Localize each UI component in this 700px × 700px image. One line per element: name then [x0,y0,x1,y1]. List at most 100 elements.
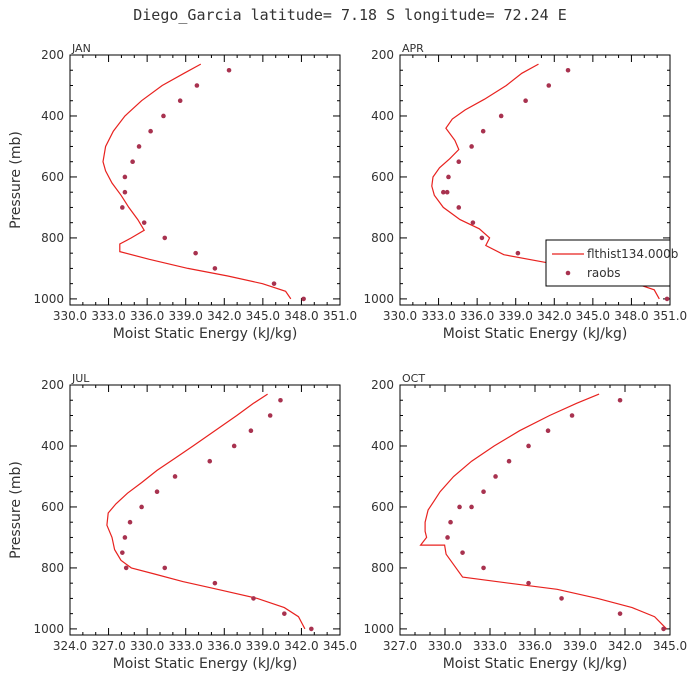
raobs-point [456,205,462,210]
panel-label: OCT [402,372,425,385]
raobs-point [122,189,128,195]
x-tick-label: 333.0 [421,309,455,323]
panel-label: APR [402,42,424,55]
raobs-point [141,220,147,225]
panel-oct: OCT 200 400 600 800 1000 327.0 330.0 333.0 336.0 3… [363,372,687,672]
raobs-point [661,626,666,632]
x-tick-label: 336.0 [518,639,552,653]
x-tick-label: 333.0 [91,309,125,323]
raobs-point [479,235,485,241]
panels: JAN 200 400 600 800 1000 330.0 333.0 336.0 339.0 3… [8,42,687,672]
x-tick-label: 327.0 [91,639,125,653]
x-tick-label: 336.0 [460,309,494,323]
raobs-point [267,413,273,418]
raobs-point [120,550,125,555]
figure-title: Diego_Garcia latitude= 7.18 S longitude=… [133,6,566,24]
raobs-point [480,128,486,134]
raobs-point [123,565,129,571]
raobs-point [130,159,135,165]
y-tick-label: 600 [371,500,394,514]
y-tick-label: 800 [41,561,64,575]
raobs-point [569,413,575,418]
raobs-point [445,535,450,540]
x-tick-label: 351.0 [653,309,687,323]
model-profile-line [106,393,306,630]
y-tick-label: 600 [41,500,64,514]
x-tick-label: 336.0 [130,309,164,323]
raobs-point [617,611,623,616]
raobs-point [136,144,142,149]
raobs-point [469,144,474,149]
panel-label: JAN [71,42,91,55]
raobs-point [127,519,133,525]
raobs-point [446,174,451,180]
raobs-point [172,474,178,479]
legend-obs-label: raobs [587,266,621,280]
y-tick-label: 600 [41,170,64,184]
raobs-point [207,458,213,464]
raobs-point [251,596,256,601]
raobs-point [271,281,277,286]
y-tick-label: 1000 [33,622,64,636]
y-tick-label: 200 [371,378,394,392]
raobs-point [617,397,623,403]
raobs-point [212,580,218,586]
legend-box [545,239,671,287]
x-tick-label: 342.0 [608,639,642,653]
raobs-point [559,596,564,601]
panel-jan: JAN 200 400 600 800 1000 330.0 333.0 336.0 339.0 3… [8,42,357,342]
legend-model-label: flthist134.000b [587,247,678,261]
y-tick-label: 1000 [363,622,394,636]
raobs-point [457,504,462,510]
x-axis-label: Moist Static Energy (kJ/kg) [113,656,298,672]
y-tick-label: 400 [41,439,64,453]
y-tick-label: 600 [371,170,394,184]
x-tick-label: 339.0 [169,309,203,323]
y-tick-label: 200 [371,48,394,62]
raobs-point [139,504,144,510]
legend-obs-swatch [565,270,571,276]
raobs-point [493,474,498,479]
y-tick-label: 400 [371,439,394,453]
x-tick-label: 345.0 [246,309,280,323]
raobs-point [456,159,462,165]
raobs-point [481,565,486,571]
plot-frame [69,384,341,636]
raobs-point [470,220,476,225]
raobs-point [545,428,551,434]
raobs-point [460,550,465,555]
y-tick-label: 200 [41,378,64,392]
raobs-point [526,580,531,586]
x-axis-label: Moist Static Energy (kJ/kg) [443,326,628,342]
raobs-point [162,235,168,241]
legend: flthist134.000b raobs [545,239,678,287]
raobs-point [301,296,306,302]
x-tick-label: 330.0 [130,639,164,653]
raobs-point [526,443,531,449]
x-tick-label: 339.0 [563,639,597,653]
x-tick-label: 342.0 [537,309,571,323]
x-tick-label: 339.0 [246,639,280,653]
x-tick-label: 339.0 [499,309,533,323]
y-tick-label: 200 [41,48,64,62]
x-tick-label: 330.0 [428,639,462,653]
y-tick-label: 1000 [363,292,394,306]
raobs-point [154,489,160,495]
raobs-point [469,504,474,510]
raobs-point [309,626,314,632]
x-tick-label: 348.0 [614,309,648,323]
x-tick-label: 324.0 [53,639,87,653]
raobs-point [194,83,200,88]
raobs-point [162,565,168,571]
plot-frame [69,54,341,306]
x-tick-label: 327.0 [383,639,417,653]
panel-apr: APR 200 400 600 800 1000 330.0 333.0 336.0 339.0 3… [363,42,687,342]
y-tick-label: 400 [371,109,394,123]
model-profile-line [102,63,292,300]
raobs-point [523,98,528,104]
y-axis-label: Pressure (mb) [8,131,24,229]
raobs-point [177,98,183,104]
x-tick-label: 342.0 [207,309,241,323]
x-tick-label: 333.0 [473,639,507,653]
